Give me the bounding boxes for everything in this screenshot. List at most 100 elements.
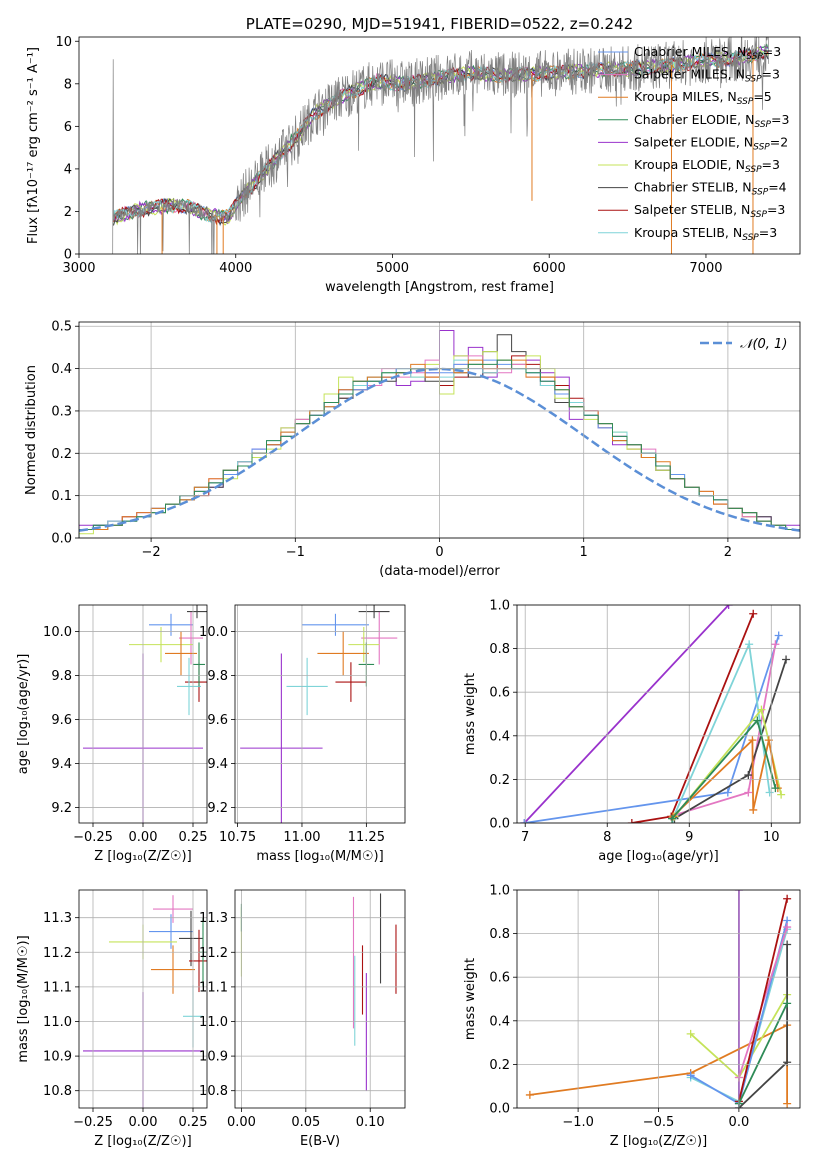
plus-marker xyxy=(627,819,636,823)
axes-frame xyxy=(234,604,406,824)
x-tick-label: 11.25 xyxy=(348,830,385,845)
x-tick-label: 7000 xyxy=(689,261,722,276)
x-tick-label: 8 xyxy=(603,830,611,845)
y-tick-label: 11.0 xyxy=(43,1015,72,1030)
x-tick-label: 0.0 xyxy=(729,1115,750,1130)
x-axis-label: Z [log₁₀(Z/Z☉)] xyxy=(94,1134,191,1149)
panel-mass-vs-Z: −0.25 0.00 0.25 10.8 10.9 11.0 11.1 11.2 11.3 Z [… xyxy=(16,889,208,1149)
plus-marker xyxy=(783,894,792,903)
legend-label: Kroupa STELIB, NSSP=3 xyxy=(634,225,777,243)
plus-marker xyxy=(783,1058,792,1067)
x-tick-label: 0.00 xyxy=(129,1115,158,1130)
x-tick-label: 7 xyxy=(521,830,529,845)
errorbar-point xyxy=(179,611,203,665)
x-tick-label: 0.00 xyxy=(129,830,158,845)
y-axis-label: mass weight xyxy=(463,958,478,1040)
x-tick-label: 9 xyxy=(685,830,693,845)
y-tick-label: 2 xyxy=(64,205,72,220)
y-tick-label: 10.8 xyxy=(43,1084,72,1099)
x-axis-label: Z [log₁₀(Z/Z☉)] xyxy=(94,849,191,864)
y-tick-label: 0.6 xyxy=(489,686,510,701)
x-tick-label: 4000 xyxy=(219,261,252,276)
legend-label: Chabrier MILES, NSSP=3 xyxy=(634,44,781,62)
panel-residuals: −2 −1 0 1 2 0.0 0.1 0.2 0.3 0.4 0.5 (data-model)/er… xyxy=(24,320,801,579)
errorbar-point xyxy=(151,945,195,994)
errorbar-point xyxy=(149,613,193,636)
x-tick-label: −1 xyxy=(286,545,305,560)
mass-weight-line xyxy=(738,1003,788,1104)
y-tick-label: 11.1 xyxy=(43,980,72,995)
legend-label: Salpeter MILES, NSSP=3 xyxy=(634,67,780,85)
plus-marker xyxy=(749,609,758,618)
y-tick-label: 0.0 xyxy=(51,532,72,547)
mass-weight-line xyxy=(738,944,788,1108)
axes-frame xyxy=(78,604,208,824)
y-axis-label: Flux [fλ10⁻¹⁷ erg cm⁻² s⁻¹ A⁻¹] xyxy=(26,47,41,244)
y-tick-label: 0 xyxy=(64,248,72,263)
x-axis-label: age [log₁₀(age/yr)] xyxy=(598,849,719,864)
x-tick-label: −2 xyxy=(142,545,161,560)
y-tick-label: 10.9 xyxy=(43,1050,72,1065)
x-axis-label: mass [log₁₀(M/M☉)] xyxy=(256,849,383,864)
x-tick-label: 0.25 xyxy=(179,1115,208,1130)
mass-weight-line xyxy=(631,613,755,823)
y-tick-label: 0.0 xyxy=(489,1102,510,1117)
errorbar-point xyxy=(165,631,197,676)
y-tick-label: 10 xyxy=(55,35,72,50)
y-tick-label: 8 xyxy=(64,77,72,92)
plus-marker xyxy=(757,705,766,714)
plus-marker xyxy=(749,805,758,814)
y-tick-label: 0.1 xyxy=(51,489,72,504)
panel-weight-vs-age: 7 8 9 10 0.0 0.2 0.4 0.6 0.8 1.0 age [log₁₀(age/yr… xyxy=(463,599,801,864)
x-tick-label: −0.25 xyxy=(73,830,113,845)
errorbar-point xyxy=(348,627,380,663)
errorbar-point xyxy=(358,605,390,619)
y-tick-label: 0.0 xyxy=(489,817,510,832)
y-tick-label: 9.2 xyxy=(51,801,72,816)
plus-marker xyxy=(774,631,783,640)
plot-area xyxy=(83,605,207,823)
plot-area xyxy=(240,893,397,1091)
axes-frame xyxy=(516,889,801,1109)
x-tick-label: 2 xyxy=(724,545,732,560)
y-tick-label: 0.5 xyxy=(51,320,72,335)
axes-frame xyxy=(78,321,801,539)
y-tick-label: 10.9 xyxy=(199,1050,228,1065)
y-tick-label: 0.8 xyxy=(489,642,510,657)
errorbar-point xyxy=(361,611,398,665)
plus-marker xyxy=(783,1099,792,1108)
y-tick-label: 10.0 xyxy=(43,625,72,640)
y-tick-label: 0.4 xyxy=(489,729,510,744)
plus-marker xyxy=(745,640,754,649)
errorbar-point xyxy=(301,613,369,636)
plus-marker xyxy=(686,1029,695,1038)
plus-marker xyxy=(724,605,733,609)
axes-frame xyxy=(78,889,208,1109)
y-tick-label: 11.2 xyxy=(43,946,72,961)
y-tick-label: 0.4 xyxy=(489,1014,510,1029)
x-axis-label: wavelength [Angstrom, rest frame] xyxy=(325,280,554,295)
x-tick-label: 1 xyxy=(580,545,588,560)
y-tick-label: 9.8 xyxy=(51,669,72,684)
y-tick-label: 9.6 xyxy=(51,713,72,728)
y-tick-label: 10.0 xyxy=(199,625,228,640)
plus-marker xyxy=(525,1090,534,1099)
y-tick-label: 9.4 xyxy=(51,757,72,772)
y-tick-label: 11.3 xyxy=(199,911,228,926)
plus-marker xyxy=(783,923,792,932)
legend-label: Salpeter ELODIE, NSSP=2 xyxy=(634,134,788,152)
y-axis-label: age [log₁₀(age/yr)] xyxy=(16,654,31,775)
axes-frame xyxy=(516,604,801,824)
y-tick-label: 9.8 xyxy=(207,669,228,684)
y-tick-label: 11.3 xyxy=(43,911,72,926)
y-tick-label: 1.0 xyxy=(489,884,510,899)
errorbar-point xyxy=(129,627,193,663)
mass-weight-line xyxy=(671,718,777,820)
plus-marker xyxy=(744,771,753,780)
plus-marker xyxy=(782,655,791,664)
x-tick-label: 0.05 xyxy=(291,1115,320,1130)
y-axis-label: Normed distribution xyxy=(24,365,39,495)
x-axis-label: E(B-V) xyxy=(300,1134,340,1149)
x-tick-label: 6000 xyxy=(533,261,566,276)
y-tick-label: 11.2 xyxy=(199,946,228,961)
